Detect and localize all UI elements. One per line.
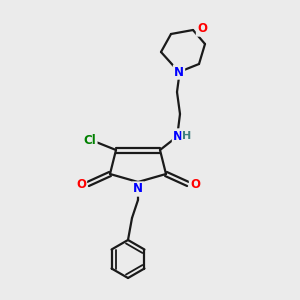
Text: H: H: [182, 131, 192, 141]
Text: O: O: [197, 22, 207, 35]
Text: Cl: Cl: [84, 134, 96, 146]
Text: O: O: [190, 178, 200, 190]
Text: N: N: [133, 182, 143, 196]
Text: N: N: [173, 130, 183, 142]
Text: N: N: [174, 65, 184, 79]
Text: O: O: [76, 178, 86, 190]
